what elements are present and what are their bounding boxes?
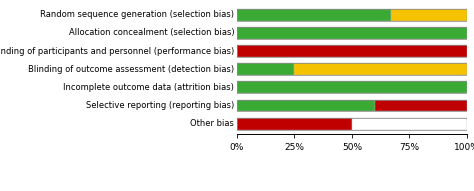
Bar <box>237 100 375 112</box>
Bar <box>237 27 467 39</box>
Bar <box>237 63 467 75</box>
Bar <box>237 45 467 57</box>
Bar <box>237 100 467 112</box>
Bar <box>237 27 467 39</box>
Bar <box>237 63 294 75</box>
Bar <box>237 82 467 93</box>
Bar <box>237 9 467 21</box>
Bar <box>391 9 467 21</box>
Bar <box>352 118 467 130</box>
Bar <box>375 100 467 112</box>
Bar <box>237 82 467 93</box>
Bar <box>237 118 352 130</box>
Bar <box>294 63 467 75</box>
Bar <box>237 9 391 21</box>
Bar <box>237 118 467 130</box>
Bar <box>237 45 467 57</box>
